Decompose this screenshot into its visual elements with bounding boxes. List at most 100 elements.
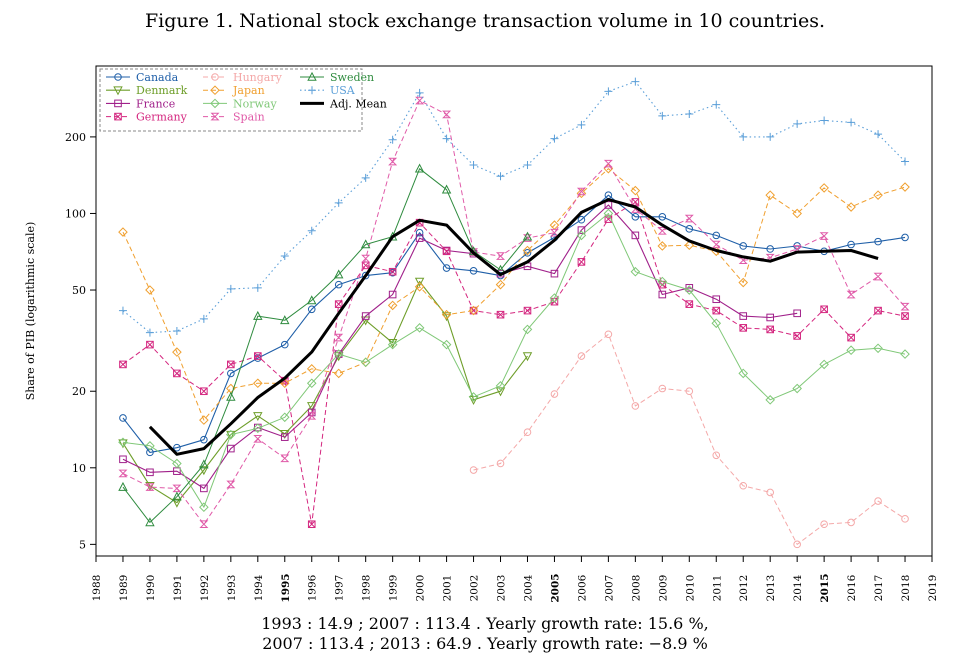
data-point bbox=[360, 239, 371, 249]
data-point bbox=[280, 454, 290, 463]
data-point bbox=[820, 116, 829, 125]
data-point bbox=[657, 226, 667, 235]
x-tick-label: 1991 bbox=[172, 575, 184, 602]
data-point bbox=[685, 225, 694, 233]
data-point bbox=[712, 306, 721, 315]
data-point bbox=[874, 237, 882, 246]
legend-label: Norway bbox=[233, 97, 277, 110]
data-point bbox=[307, 402, 317, 412]
data-point bbox=[496, 252, 506, 260]
data-point bbox=[739, 324, 748, 332]
data-point bbox=[172, 484, 182, 493]
data-point bbox=[361, 173, 370, 182]
data-point bbox=[712, 451, 721, 460]
data-point bbox=[847, 240, 855, 249]
data-point bbox=[901, 515, 909, 523]
data-point bbox=[414, 277, 425, 287]
axes: 1988 1989 1990 1991 1992 1993 1994 1995 1996 1997… bbox=[24, 131, 939, 603]
data-point bbox=[307, 295, 317, 305]
legend-label: Adj. Mean bbox=[329, 97, 387, 110]
data-point bbox=[118, 227, 128, 237]
data-point bbox=[118, 306, 127, 315]
data-point bbox=[846, 202, 856, 212]
data-point bbox=[415, 88, 424, 97]
data-point bbox=[145, 483, 155, 491]
series-norway bbox=[118, 208, 910, 513]
data-point bbox=[415, 234, 424, 242]
data-point bbox=[333, 349, 344, 359]
x-tick-label: 2013 bbox=[765, 575, 777, 602]
data-point bbox=[496, 172, 505, 181]
data-point bbox=[630, 205, 640, 213]
data-point bbox=[900, 182, 910, 192]
data-point bbox=[388, 135, 397, 144]
data-point bbox=[199, 466, 209, 476]
legend-label: Spain bbox=[233, 111, 265, 124]
y-tick-label: 200 bbox=[65, 131, 86, 144]
data-point bbox=[333, 269, 344, 279]
data-point bbox=[901, 312, 909, 320]
data-point bbox=[361, 254, 371, 263]
data-point bbox=[210, 112, 220, 121]
data-point bbox=[442, 247, 451, 256]
x-tick-label: 1999 bbox=[388, 575, 400, 602]
data-point bbox=[172, 491, 182, 501]
x-tick-label: 2002 bbox=[469, 575, 481, 602]
data-point bbox=[792, 208, 802, 219]
data-point bbox=[523, 428, 532, 437]
data-point bbox=[173, 443, 181, 452]
data-point bbox=[766, 325, 774, 334]
data-point bbox=[308, 86, 316, 95]
data-point bbox=[819, 359, 829, 370]
data-point bbox=[227, 369, 235, 378]
x-tick-label: 1998 bbox=[361, 575, 373, 602]
data-point bbox=[415, 228, 424, 237]
data-point bbox=[550, 134, 559, 143]
legend-entry: Norway bbox=[203, 97, 277, 110]
data-point bbox=[307, 71, 317, 81]
data-point bbox=[361, 261, 370, 270]
series-line bbox=[122, 194, 906, 453]
data-point bbox=[820, 520, 828, 529]
x-tick-label: 2006 bbox=[576, 574, 588, 601]
data-point bbox=[523, 249, 532, 257]
x-tick-label: 2014 bbox=[792, 574, 804, 601]
data-point bbox=[846, 290, 856, 299]
data-point bbox=[306, 378, 317, 389]
data-point bbox=[576, 187, 586, 196]
x-tick-label: 2016 bbox=[846, 574, 858, 601]
data-point bbox=[820, 305, 828, 314]
series-line bbox=[122, 81, 906, 334]
data-point bbox=[847, 333, 855, 342]
data-point bbox=[604, 215, 613, 223]
data-point bbox=[253, 435, 263, 443]
legend-label: Canada bbox=[136, 71, 179, 84]
data-point bbox=[441, 309, 452, 320]
data-point bbox=[684, 240, 695, 251]
x-tick-label: 1993 bbox=[226, 575, 238, 602]
data-point bbox=[172, 498, 182, 508]
data-point bbox=[252, 423, 263, 434]
data-point bbox=[334, 198, 343, 207]
data-point bbox=[252, 378, 263, 389]
data-point bbox=[414, 163, 425, 173]
data-point bbox=[685, 110, 694, 119]
data-point bbox=[577, 120, 586, 129]
legend-box bbox=[99, 68, 363, 132]
data-point bbox=[227, 444, 235, 453]
data-point bbox=[280, 315, 290, 325]
legend-label: Denmark bbox=[136, 84, 188, 97]
y-tick-label: 5 bbox=[79, 538, 86, 551]
data-point bbox=[414, 281, 425, 292]
data-point bbox=[685, 300, 694, 308]
data-point bbox=[604, 201, 613, 209]
y-tick-label: 100 bbox=[65, 207, 86, 220]
data-point bbox=[468, 392, 479, 402]
data-point bbox=[280, 433, 289, 441]
data-point bbox=[253, 283, 262, 292]
series-hungary bbox=[469, 330, 909, 549]
data-point bbox=[254, 352, 262, 360]
data-point bbox=[549, 228, 559, 237]
data-point bbox=[684, 285, 695, 295]
legend-label: Sweden bbox=[330, 71, 374, 84]
